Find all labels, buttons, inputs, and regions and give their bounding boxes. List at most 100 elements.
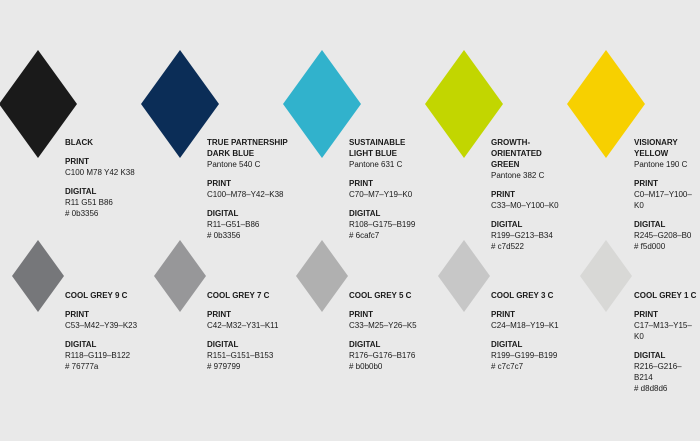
swatch-info-primary-4: VISIONARY YELLOW Pantone 190 C PRINT C0–M17–… bbox=[634, 137, 700, 252]
print-cmyk-value: C17–M13–Y15–K0 bbox=[634, 321, 692, 341]
digital-hex-value: # d8d8d6 bbox=[634, 384, 668, 393]
diamond-shape bbox=[141, 50, 219, 158]
print-cmyk-value: C33–M0–Y100–K0 bbox=[491, 201, 559, 210]
digital-hex-value: # c7c7c7 bbox=[491, 362, 524, 371]
digital-label: DIGITAL bbox=[65, 187, 97, 196]
grey-colour-swatch-1 bbox=[154, 240, 206, 312]
diamond-shape bbox=[12, 240, 64, 312]
digital-hex-value: # b0b0b0 bbox=[349, 362, 383, 371]
primary-colour-swatch-3 bbox=[425, 50, 503, 158]
digital-rgb-value: R11 G51 B86 bbox=[65, 198, 113, 207]
digital-label: DIGITAL bbox=[349, 209, 381, 218]
colour-name: COOL GREY 5 C bbox=[349, 291, 412, 300]
digital-rgb-value: R118–G119–B122 bbox=[65, 351, 131, 360]
digital-label: DIGITAL bbox=[349, 340, 381, 349]
swatch-info-greys-2: COOL GREY 5 C PRINT C33–M25–Y26–K5 DIGITAL R… bbox=[349, 290, 417, 372]
pantone-code: Pantone 190 C bbox=[634, 160, 688, 169]
colour-name: COOL GREY 1 C bbox=[634, 291, 697, 300]
swatch-info-primary-1: TRUE PARTNERSHIP DARK BLUE Pantone 540 C PR… bbox=[207, 137, 288, 241]
print-cmyk-value: C42–M32–Y31–K11 bbox=[207, 321, 279, 330]
digital-hex-value: # 979799 bbox=[207, 362, 241, 371]
print-cmyk-value: C70–M7–Y19–K0 bbox=[349, 190, 413, 199]
digital-rgb-value: R199–G199–B199 bbox=[491, 351, 558, 360]
colour-name: COOL GREY 3 C bbox=[491, 291, 554, 300]
digital-label: DIGITAL bbox=[634, 220, 666, 229]
colour-name: BLACK bbox=[65, 138, 93, 147]
digital-hex-value: # f5d000 bbox=[634, 242, 666, 251]
print-label: PRINT bbox=[634, 179, 658, 188]
colour-name: GROWTH- bbox=[491, 138, 531, 147]
colour-name: SUSTAINABLE bbox=[349, 138, 406, 147]
swatch-info-primary-0: BLACK PRINT C100 M78 Y42 K38 DIGITAL R11 G51… bbox=[65, 137, 135, 219]
digital-hex-value: # c7d522 bbox=[491, 242, 524, 251]
primary-colour-swatch-2 bbox=[283, 50, 361, 158]
print-label: PRINT bbox=[491, 310, 515, 319]
colour-name: YELLOW bbox=[634, 149, 669, 158]
colour-name: COOL GREY 9 C bbox=[65, 291, 128, 300]
digital-label: DIGITAL bbox=[207, 209, 239, 218]
pantone-code: Pantone 631 C bbox=[349, 160, 403, 169]
colour-name: VISIONARY bbox=[634, 138, 678, 147]
diamond-shape bbox=[438, 240, 490, 312]
digital-rgb-value: R151–G151–B153 bbox=[207, 351, 274, 360]
print-label: PRINT bbox=[65, 310, 89, 319]
print-label: PRINT bbox=[491, 190, 515, 199]
diamond-shape bbox=[567, 50, 645, 158]
colour-name: LIGHT BLUE bbox=[349, 149, 397, 158]
print-cmyk-value: C0–M17–Y100–K0 bbox=[634, 190, 692, 210]
swatch-info-greys-1: COOL GREY 7 C PRINT C42–M32–Y31–K11 DIGITAL… bbox=[207, 290, 278, 372]
print-cmyk-value: C100 M78 Y42 K38 bbox=[65, 168, 135, 177]
colour-name: DARK BLUE bbox=[207, 149, 255, 158]
swatch-info-primary-2: SUSTAINABLE LIGHT BLUE Pantone 631 C PRINT C… bbox=[349, 137, 415, 241]
diamond-shape bbox=[425, 50, 503, 158]
primary-colour-swatch-0 bbox=[0, 50, 77, 158]
digital-rgb-value: R216–G216–B214 bbox=[634, 362, 682, 382]
digital-rgb-value: R176–G176–B176 bbox=[349, 351, 416, 360]
colour-name: TRUE PARTNERSHIP bbox=[207, 138, 288, 147]
print-label: PRINT bbox=[349, 310, 373, 319]
print-label: PRINT bbox=[349, 179, 373, 188]
colour-name: ORIENTATED bbox=[491, 149, 542, 158]
print-label: PRINT bbox=[65, 157, 89, 166]
digital-label: DIGITAL bbox=[65, 340, 97, 349]
grey-colour-swatch-0 bbox=[12, 240, 64, 312]
swatch-info-greys-4: COOL GREY 1 C PRINT C17–M13–Y15–K0 DIGITAL R… bbox=[634, 290, 700, 394]
grey-colour-swatch-2 bbox=[296, 240, 348, 312]
digital-hex-value: # 76777a bbox=[65, 362, 99, 371]
print-label: PRINT bbox=[207, 179, 231, 188]
print-cmyk-value: C24–M18–Y19–K1 bbox=[491, 321, 559, 330]
print-label: PRINT bbox=[634, 310, 658, 319]
digital-rgb-value: R245–G208–B0 bbox=[634, 231, 692, 240]
diamond-shape bbox=[296, 240, 348, 312]
digital-hex-value: # 0b3356 bbox=[207, 231, 241, 240]
digital-rgb-value: R108–G175–B199 bbox=[349, 220, 416, 229]
pantone-code: Pantone 540 C bbox=[207, 160, 261, 169]
diamond-shape bbox=[0, 50, 77, 158]
colour-name: COOL GREY 7 C bbox=[207, 291, 270, 300]
digital-label: DIGITAL bbox=[207, 340, 239, 349]
swatch-info-greys-3: COOL GREY 3 C PRINT C24–M18–Y19–K1 DIGITAL R… bbox=[491, 290, 559, 372]
print-cmyk-value: C33–M25–Y26–K5 bbox=[349, 321, 417, 330]
digital-hex-value: # 0b3356 bbox=[65, 209, 99, 218]
print-label: PRINT bbox=[207, 310, 231, 319]
grey-colour-swatch-4 bbox=[580, 240, 632, 312]
diamond-shape bbox=[580, 240, 632, 312]
print-cmyk-value: C100–M78–Y42–K38 bbox=[207, 190, 284, 199]
digital-rgb-value: R11–G51–B86 bbox=[207, 220, 260, 229]
digital-label: DIGITAL bbox=[634, 351, 666, 360]
digital-label: DIGITAL bbox=[491, 220, 523, 229]
swatch-info-primary-3: GROWTH- ORIENTATED GREEN Pantone 382 C PRINT… bbox=[491, 137, 559, 252]
swatch-info-greys-0: COOL GREY 9 C PRINT C53–M42–Y39–K23 DIGITAL… bbox=[65, 290, 137, 372]
colour-name: GREEN bbox=[491, 160, 520, 169]
digital-label: DIGITAL bbox=[491, 340, 523, 349]
print-cmyk-value: C53–M42–Y39–K23 bbox=[65, 321, 138, 330]
pantone-code: Pantone 382 C bbox=[491, 171, 545, 180]
digital-rgb-value: R199–G213–B34 bbox=[491, 231, 553, 240]
diamond-shape bbox=[283, 50, 361, 158]
diamond-shape bbox=[154, 240, 206, 312]
grey-colour-swatch-3 bbox=[438, 240, 490, 312]
digital-hex-value: # 6cafc7 bbox=[349, 231, 380, 240]
primary-colour-swatch-4 bbox=[567, 50, 645, 158]
primary-colour-swatch-1 bbox=[141, 50, 219, 158]
